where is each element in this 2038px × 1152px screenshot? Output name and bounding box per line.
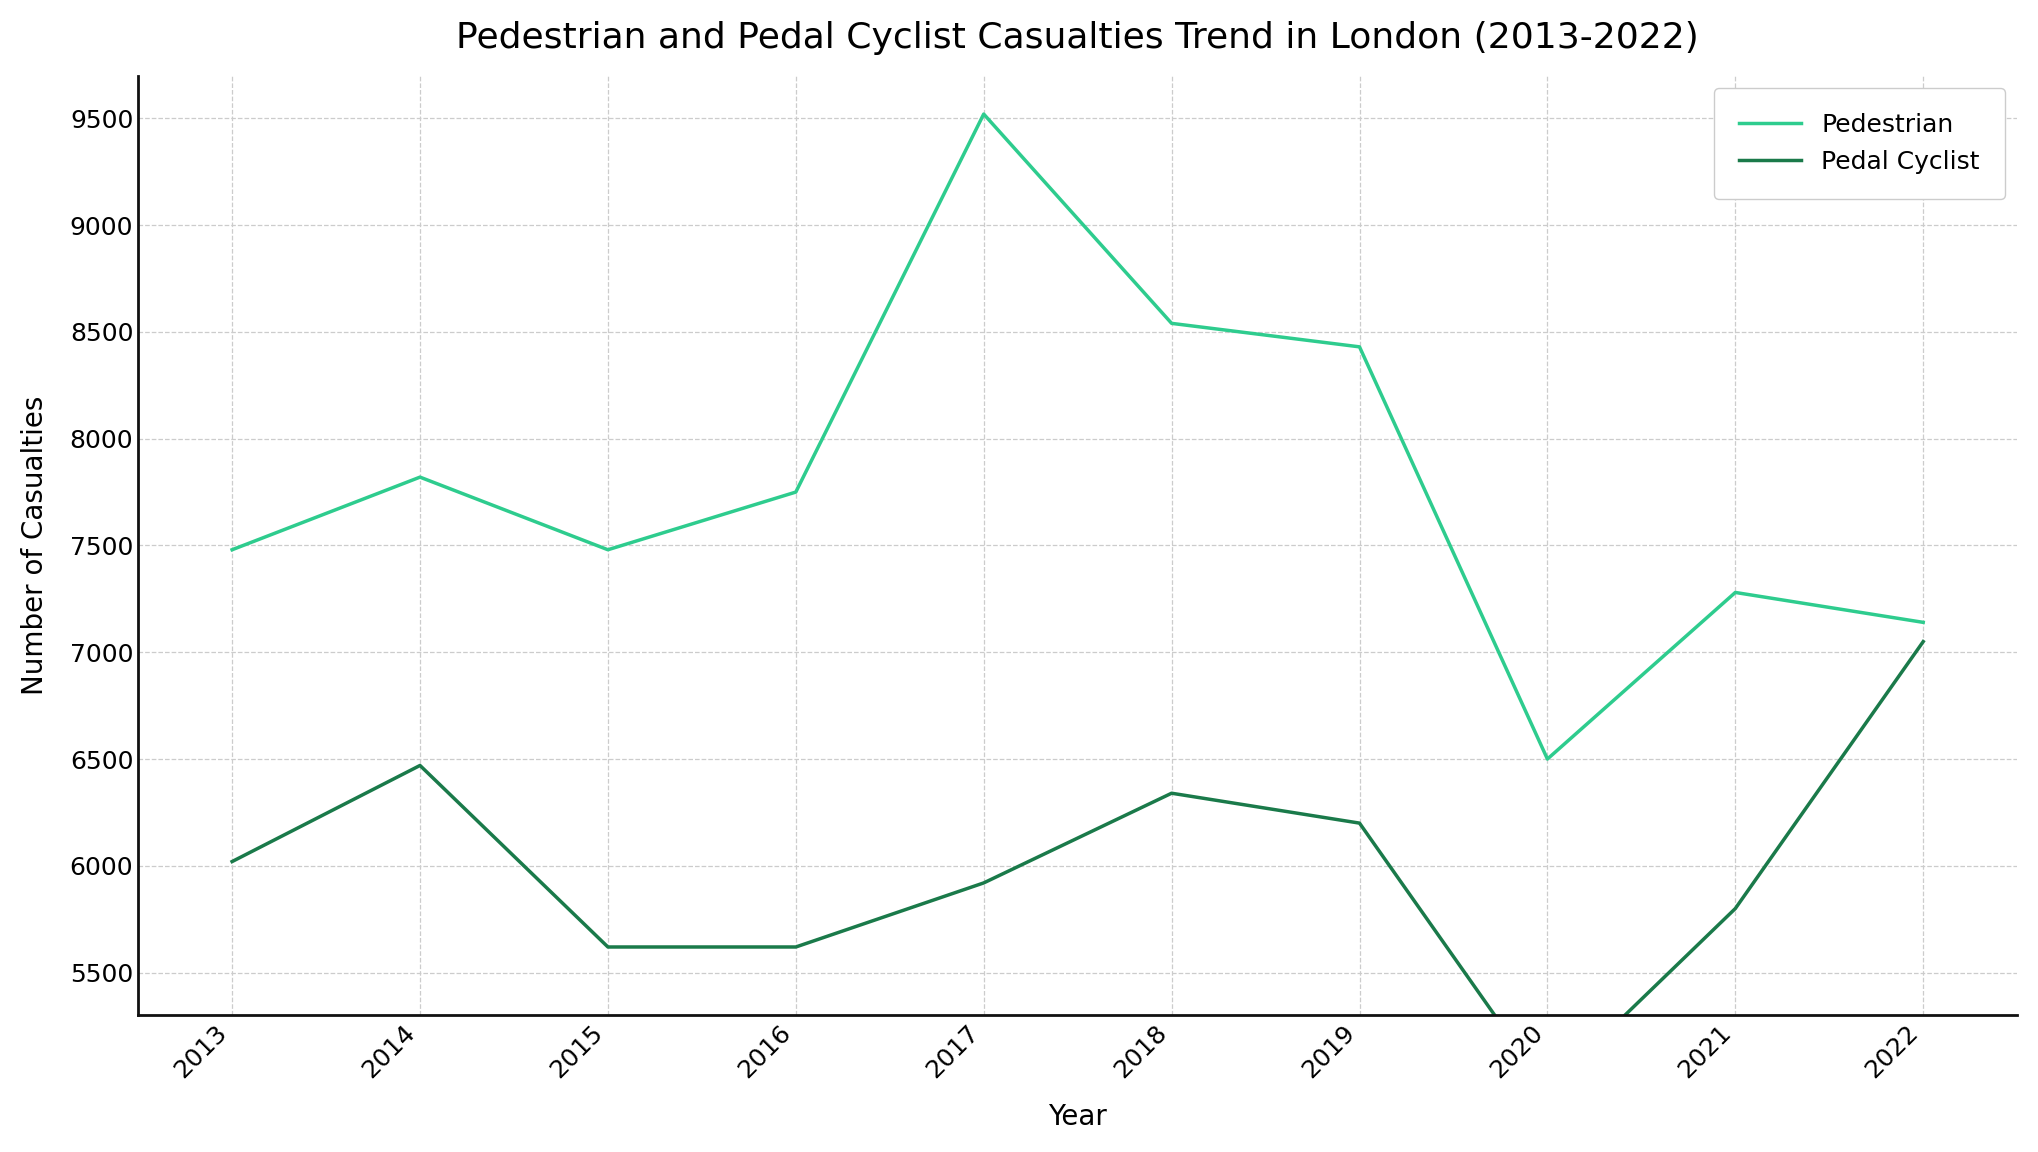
Title: Pedestrian and Pedal Cyclist Casualties Trend in London (2013-2022): Pedestrian and Pedal Cyclist Casualties … [457,21,1700,55]
Pedal Cyclist [1912,635,1936,649]
Pedal Cyclist [220,855,245,869]
Pedestrian [1347,340,1372,354]
Pedestrian [783,485,807,499]
Pedestrian [408,470,432,484]
Pedal Cyclist [783,940,807,954]
X-axis label: Year: Year [1048,1104,1107,1131]
Legend: Pedestrian, Pedal Cyclist: Pedestrian, Pedal Cyclist [1714,88,2005,198]
Pedal Cyclist [1535,1083,1559,1097]
Line: Pedestrian: Pedestrian [232,114,1924,759]
Y-axis label: Number of Casualties: Number of Casualties [20,396,49,695]
Pedestrian [1160,317,1184,331]
Pedal Cyclist [1160,787,1184,801]
Pedestrian [220,543,245,556]
Line: Pedal Cyclist: Pedal Cyclist [232,642,1924,1090]
Pedal Cyclist [1722,902,1747,916]
Pedal Cyclist [595,940,620,954]
Pedestrian [1535,752,1559,766]
Pedestrian [595,543,620,556]
Pedal Cyclist [1347,817,1372,831]
Pedestrian [1912,615,1936,629]
Pedestrian [972,107,997,121]
Pedestrian [1722,585,1747,599]
Pedal Cyclist [972,876,997,889]
Pedal Cyclist [408,758,432,772]
